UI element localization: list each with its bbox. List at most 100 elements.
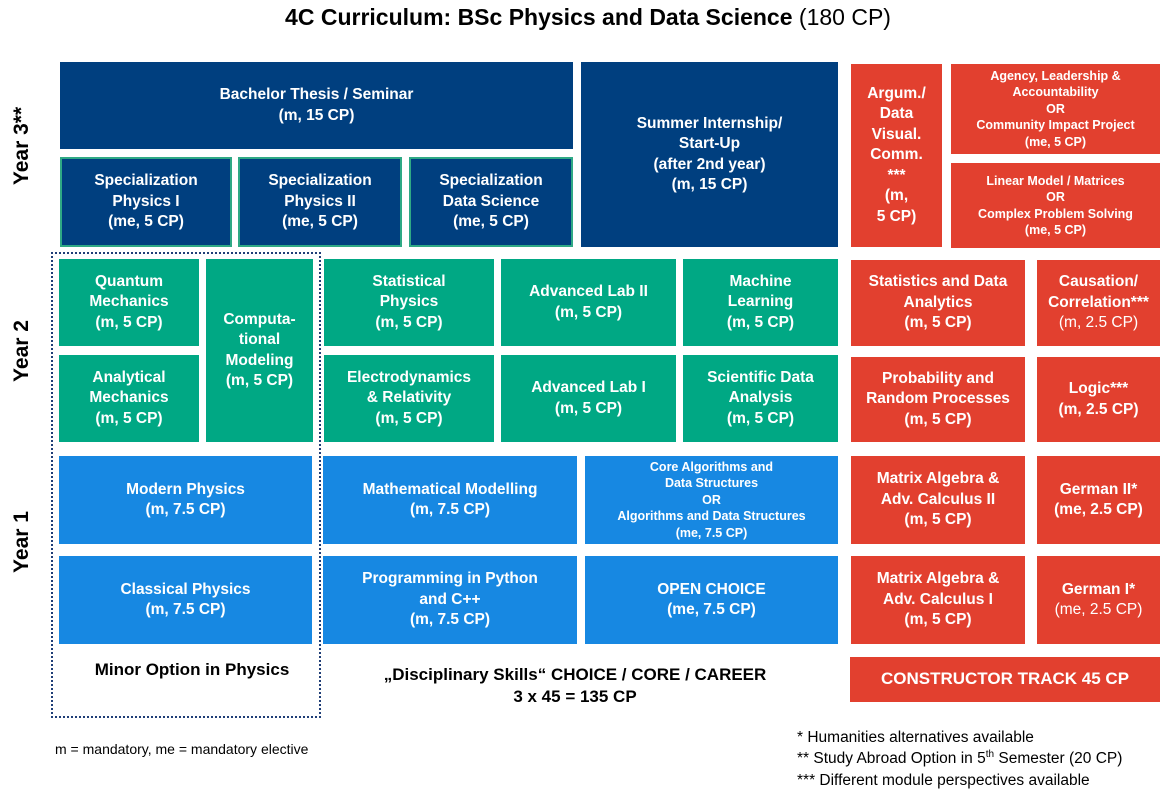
module-text: Probability and Random Processes (m, 5 CP) <box>866 369 1010 430</box>
module-text: Quantum Mechanics (m, 5 CP) <box>89 272 168 333</box>
module-text: OPEN CHOICE (me, 7.5 CP) <box>657 580 766 621</box>
module-text-line: OR <box>1046 190 1065 204</box>
module-machine-learning: Machine Learning (m, 5 CP) <box>683 259 838 346</box>
module-text: Matrix Algebra & Adv. Calculus II (m, 5 CP… <box>877 469 1000 530</box>
module-text-line: Analytical <box>92 368 166 386</box>
module-text-line: (m, 5 CP) <box>225 371 294 389</box>
module-text-line: Data Science <box>442 192 540 210</box>
module-text-line: Linear Model / Matrices <box>986 173 1125 188</box>
module-text-line: (m, 5 CP) <box>375 409 443 427</box>
module-text: Programming in Python and C++ (m, 7.5 CP) <box>362 569 538 630</box>
module-text: Causation/Correlation*** (m, 2.5 CP) <box>1048 272 1149 333</box>
minor-option-outline <box>51 252 321 718</box>
footnote-study-abroad: ** Study Abroad Option in 5th Semester (… <box>797 749 1123 768</box>
disciplinary-skills-credits: 3 x 45 = 135 CP <box>513 687 637 707</box>
module-open-choice: OPEN CHOICE (me, 7.5 CP) <box>585 556 838 644</box>
module-text-line: Matrix Algebra & <box>876 570 1000 588</box>
module-text-line: Mechanics <box>89 389 169 407</box>
module-text: Modern Physics (m, 7.5 CP) <box>126 480 245 521</box>
module-text-line: Programming in Python <box>362 570 538 588</box>
module-text-line: Modern Physics <box>126 480 245 498</box>
module-text-line: Data Structures <box>664 476 759 491</box>
module-text-line: OR <box>702 492 721 507</box>
module-text-line: Physics II <box>284 192 356 210</box>
module-probability-random-processes: Probability and Random Processes (m, 5 CP) <box>851 357 1025 442</box>
module-text-line: (me, 7.5 CP) <box>675 525 748 540</box>
module-text-line: Matrix Algebra & <box>876 470 1000 488</box>
year-3-label: Year 3** <box>10 106 33 186</box>
module-summer-internship: Summer Internship/Start-Up (after 2nd yea… <box>581 62 838 247</box>
module-text-line: Mechanics <box>89 293 169 311</box>
module-specialization-data-science: Specialization Data Science (me, 5 CP) <box>409 157 573 247</box>
year-2-label: Year 2 <box>10 320 33 382</box>
module-text: Matrix Algebra & Adv. Calculus I (m, 5 CP) <box>877 569 1000 630</box>
module-text-line: (me, 5 CP) <box>108 213 184 231</box>
module-text-line: (m, 2.5 CP) <box>1058 400 1139 418</box>
module-text-line: (m, 7.5 CP) <box>145 501 226 518</box>
module-text-line: 5 CP) <box>876 207 917 225</box>
module-text: Scientific Data Analysis (m, 5 CP) <box>707 368 814 429</box>
module-text-line: OR <box>1046 101 1065 116</box>
module-bachelor-thesis: Bachelor Thesis / Seminar (m, 15 CP) <box>60 62 573 149</box>
disciplinary-skills-title: „Disciplinary Skills“ CHOICE / CORE / CA… <box>383 665 767 684</box>
module-text-line: (after 2nd year) <box>653 155 766 173</box>
module-text: Specialization Physics II (me, 5 CP) <box>268 171 371 232</box>
module-text: Linear Model / Matrices OR Complex Problem… <box>978 173 1133 239</box>
module-text-line: (m, 15 CP) <box>671 175 748 193</box>
module-text-line: (m, 5 CP) <box>904 314 972 332</box>
module-core-algorithms: Core Algorithms and Data Structures OR Algo… <box>585 456 838 544</box>
module-text: Core Algorithms and Data Structures OR Algo… <box>617 459 805 542</box>
module-text-line: Random Processes <box>866 390 1010 408</box>
module-logic: Logic*** (m, 2.5 CP) <box>1037 357 1160 442</box>
module-text-line: Physics I <box>112 192 180 210</box>
footnote-humanities: * Humanities alternatives available <box>797 729 1034 746</box>
module-text-line: Adv. Calculus II <box>880 490 996 508</box>
module-matrix-algebra-2: Matrix Algebra & Adv. Calculus II (m, 5 CP… <box>851 456 1025 544</box>
module-text-line: Analysis <box>728 389 793 407</box>
module-text: Advanced Lab II (m, 5 CP) <box>529 282 648 323</box>
module-text-line: & Relativity <box>366 389 452 407</box>
constructor-track-banner: CONSTRUCTOR TRACK 45 CP <box>850 657 1160 702</box>
module-text-line: (m, 5 CP) <box>375 313 443 331</box>
module-text-line: (m, 5 CP) <box>726 313 795 331</box>
module-text-line: (m, 15 CP) <box>278 106 355 124</box>
module-text-line: (m, 5 CP) <box>904 511 972 529</box>
module-advanced-lab-2: Advanced Lab II (m, 5 CP) <box>501 259 676 346</box>
module-text-line: Complex Problem Solving <box>978 206 1133 221</box>
module-text: Argum./ Data Visual. Comm. *** (m, 5 CP) <box>867 84 926 227</box>
module-text-line: (me, 7.5 CP) <box>667 601 756 618</box>
module-text-line: Analytics <box>903 293 973 311</box>
module-text-line: German I* <box>1061 580 1136 598</box>
module-text: Specialization Physics I (me, 5 CP) <box>94 171 197 232</box>
module-text-line: Accountability <box>1012 85 1099 100</box>
module-text-line: (m, 5 CP) <box>95 313 163 331</box>
module-text: Bachelor Thesis / Seminar (m, 15 CP) <box>220 85 414 126</box>
module-text: Summer Internship/Start-Up (after 2nd yea… <box>637 114 783 196</box>
module-statistical-physics: Statistical Physics (m, 5 CP) <box>324 259 494 346</box>
module-text-line: (m, 2.5 CP) <box>1058 314 1139 332</box>
module-programming-python-cpp: Programming in Python and C++ (m, 7.5 CP) <box>323 556 577 644</box>
disciplinary-skills-label: „Disciplinary Skills“ CHOICE / CORE / CA… <box>330 664 820 708</box>
module-text: Advanced Lab I (m, 5 CP) <box>531 378 646 419</box>
module-text-line: Machine <box>729 272 792 290</box>
module-text-line: Start-Up <box>678 135 741 153</box>
module-electrodynamics: Electrodynamics & Relativity (m, 5 CP) <box>324 355 494 442</box>
module-text-line: Visual. <box>871 125 922 143</box>
module-advanced-lab-1: Advanced Lab I (m, 5 CP) <box>501 355 676 442</box>
module-text-line: Causation/ <box>1058 273 1139 291</box>
module-text-line: Logic*** <box>1068 380 1129 398</box>
module-text: Analytical Mechanics (m, 5 CP) <box>89 368 168 429</box>
module-text: German II* (me, 2.5 CP) <box>1054 480 1143 521</box>
module-text-line: Electrodynamics <box>346 368 472 386</box>
module-text-line: tional <box>238 331 281 349</box>
module-text-line: Advanced Lab II <box>529 283 648 301</box>
module-text-line: (m, 7.5 CP) <box>409 501 491 518</box>
module-text: Machine Learning (m, 5 CP) <box>727 272 794 333</box>
title-credits: (180 CP) <box>798 4 891 30</box>
title-main: 4C Curriculum: BSc Physics and Data Scie… <box>285 4 793 30</box>
module-text-line: (m, 5 CP) <box>904 611 972 629</box>
module-text-line: Algorithms and Data Structures <box>617 509 806 524</box>
module-text: Logic*** (m, 2.5 CP) <box>1058 379 1138 420</box>
module-text: Classical Physics (m, 7.5 CP) <box>120 580 250 621</box>
module-text-line: (me, 2.5 CP) <box>1054 601 1143 618</box>
